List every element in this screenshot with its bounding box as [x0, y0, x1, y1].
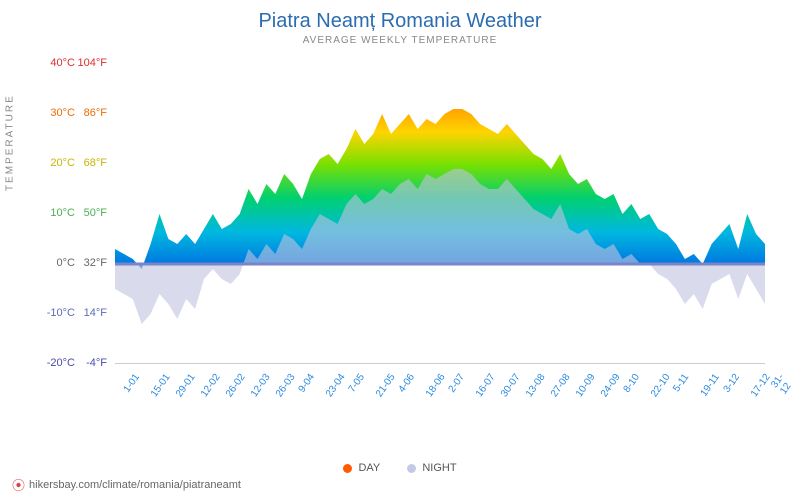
source-url: hikersbay.com/climate/romania/piatraneam… — [29, 479, 241, 491]
xtick: 24-09 — [599, 372, 623, 399]
ytick-f: 50°F — [77, 207, 107, 219]
xtick: 26-02 — [224, 372, 248, 399]
ytick-f: 32°F — [77, 257, 107, 269]
legend-night-label: NIGHT — [422, 462, 456, 474]
xtick: 21-05 — [374, 372, 398, 399]
ytick-c: 0°C — [40, 257, 75, 269]
chart-area: TEMPERATURE 40°C104°F30°C86°F20°C68°F10°… — [40, 54, 780, 414]
xtick: 31-12 — [769, 372, 795, 396]
xtick: 27-08 — [549, 372, 573, 399]
ytick-c: 30°C — [40, 107, 75, 119]
ytick-f: 86°F — [77, 107, 107, 119]
xtick: 18-06 — [424, 372, 448, 399]
ytick-f: 68°F — [77, 157, 107, 169]
chart-subtitle: AVERAGE WEEKLY TEMPERATURE — [20, 35, 780, 46]
chart-title: Piatra Neamț Romania Weather — [20, 10, 780, 33]
xtick: 7-05 — [347, 372, 367, 395]
ytick-c: -20°C — [40, 357, 75, 369]
xtick: 17-12 — [749, 372, 773, 399]
xtick: 19-11 — [699, 372, 722, 399]
legend-day-label: DAY — [358, 462, 380, 474]
xtick: 23-04 — [324, 372, 348, 399]
ytick-f: 104°F — [77, 57, 107, 69]
xtick: 3-12 — [722, 372, 742, 395]
xtick: 30-07 — [499, 372, 523, 399]
xtick: 15-01 — [149, 372, 173, 399]
ytick-f: -4°F — [77, 357, 107, 369]
xtick: 8-10 — [622, 372, 642, 395]
ytick-c: -10°C — [40, 307, 75, 319]
xtick: 22-10 — [649, 372, 673, 399]
ytick-c: 20°C — [40, 157, 75, 169]
xtick: 12-02 — [199, 372, 223, 399]
xtick: 5-11 — [671, 372, 691, 394]
legend-day: DAY — [343, 462, 380, 474]
ytick-c: 40°C — [40, 57, 75, 69]
legend-night: NIGHT — [407, 462, 456, 474]
xtick: 26-03 — [274, 372, 298, 399]
plot-region: 40°C104°F30°C86°F20°C68°F10°C50°F0°C32°F… — [115, 64, 765, 364]
xtick: 9-04 — [297, 372, 317, 395]
ytick-c: 10°C — [40, 207, 75, 219]
source-footer: ⦿ hikersbay.com/climate/romania/piatrane… — [12, 475, 241, 494]
xtick: 4-06 — [397, 372, 417, 395]
legend-day-dot — [343, 464, 352, 473]
xtick: 2-07 — [447, 372, 467, 395]
xtick: 13-08 — [524, 372, 548, 399]
xtick: 12-03 — [249, 372, 273, 399]
xtick: 10-09 — [574, 372, 598, 399]
xtick: 16-07 — [474, 372, 498, 399]
xtick: 29-01 — [174, 372, 198, 399]
pin-icon: ⦿ — [12, 475, 25, 494]
legend: DAY NIGHT — [20, 462, 780, 476]
xtick: 1-01 — [122, 372, 142, 395]
ytick-f: 14°F — [77, 307, 107, 319]
legend-night-dot — [407, 464, 416, 473]
chart-svg — [115, 64, 765, 364]
y-axis-label: TEMPERATURE — [5, 94, 16, 191]
